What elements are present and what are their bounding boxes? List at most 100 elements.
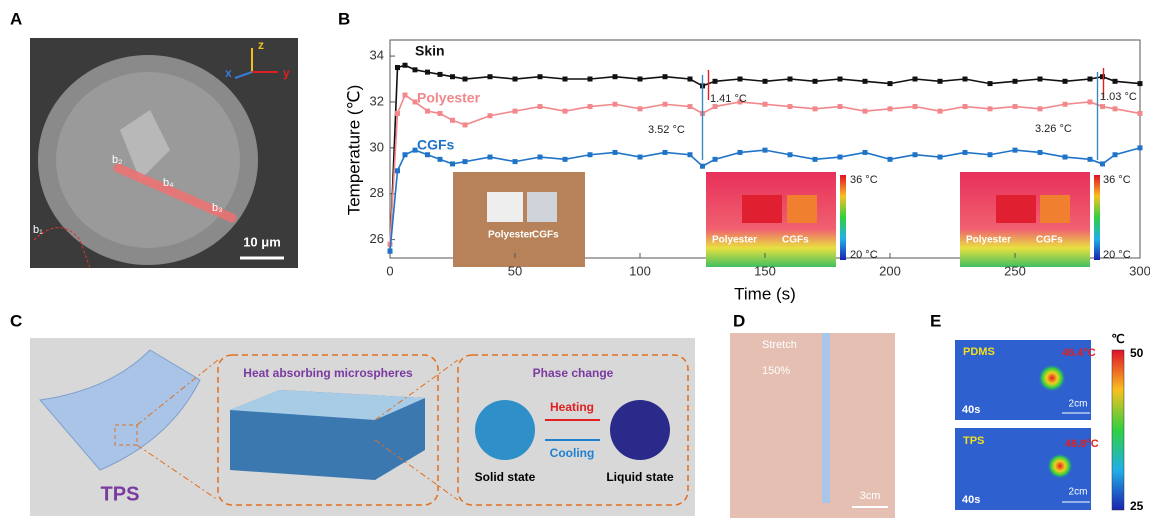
data-point <box>563 109 568 114</box>
data-point <box>513 109 518 114</box>
data-point <box>838 77 843 82</box>
point-label: b₂ <box>112 154 122 166</box>
data-point <box>1138 145 1143 150</box>
data-point <box>1063 102 1068 107</box>
temp-label: 46.4°C <box>1062 347 1096 359</box>
panel-label: C <box>10 311 22 330</box>
data-point <box>1038 106 1043 111</box>
data-point <box>738 150 743 155</box>
data-point <box>1038 77 1043 82</box>
colorbar-max: 50 <box>1130 346 1144 360</box>
panel-label: D <box>733 311 745 330</box>
axis-x: x <box>225 66 232 80</box>
data-point <box>450 74 455 79</box>
x-tick-label: 0 <box>386 263 393 278</box>
data-point <box>638 106 643 111</box>
point-label: b₃ <box>212 202 223 214</box>
data-point <box>1113 152 1118 157</box>
sphere-solid <box>475 400 535 460</box>
data-point <box>488 113 493 118</box>
data-point <box>613 74 618 79</box>
chart: Polyester CGFs Polyester CGFs Polyester … <box>344 40 1150 303</box>
inset-label: CGFs <box>782 235 809 246</box>
data-point <box>438 72 443 77</box>
data-point <box>638 77 643 82</box>
y-tick-label: 32 <box>370 93 384 108</box>
series-label: Skin <box>415 43 445 59</box>
data-point <box>463 122 468 127</box>
data-point <box>938 79 943 84</box>
y-tick-label: 26 <box>370 231 384 246</box>
fabric-polyester <box>487 192 523 222</box>
series-label: Polyester <box>417 90 481 106</box>
data-point <box>913 152 918 157</box>
data-point <box>613 102 618 107</box>
hot-spot <box>1038 364 1066 392</box>
data-point <box>838 155 843 160</box>
x-tick-label: 50 <box>508 263 522 278</box>
page: {"panel_labels": ["A", "B", "C", "D", "E… <box>0 0 1150 518</box>
colorbar <box>1112 350 1124 510</box>
inset-colorbar <box>840 175 846 260</box>
data-point <box>1088 77 1093 82</box>
data-point <box>663 150 668 155</box>
data-point <box>450 118 455 123</box>
cooling-label: Cooling <box>550 446 595 460</box>
panel-label: A <box>10 9 22 28</box>
data-point <box>788 77 793 82</box>
annotation: 3.52 °C <box>648 124 685 136</box>
data-point <box>963 77 968 82</box>
data-point <box>1013 148 1018 153</box>
x-tick-label: 250 <box>1004 263 1026 278</box>
sample-label: PDMS <box>963 346 995 358</box>
data-point <box>863 150 868 155</box>
data-point <box>700 164 705 169</box>
sphere-liquid <box>610 400 670 460</box>
axis-z: z <box>258 38 264 52</box>
data-point <box>488 155 493 160</box>
data-point <box>488 74 493 79</box>
data-point <box>838 104 843 109</box>
data-point <box>688 104 693 109</box>
data-point <box>763 102 768 107</box>
data-point <box>788 152 793 157</box>
data-point <box>763 79 768 84</box>
data-point <box>1138 111 1143 116</box>
data-point <box>588 104 593 109</box>
scale-bar-label: 2cm <box>1069 487 1088 498</box>
y-tick-label: 34 <box>370 48 384 63</box>
data-point <box>450 161 455 166</box>
figure: A B C D E z x y b₂ b₄ b₃ b₁ 10 μm Polyes… <box>0 0 1150 518</box>
data-point <box>888 81 893 86</box>
data-point <box>863 79 868 84</box>
annotation: 1.03 °C <box>1100 91 1137 103</box>
data-point <box>938 109 943 114</box>
data-point <box>913 104 918 109</box>
data-point <box>1063 79 1068 84</box>
data-point <box>1113 106 1118 111</box>
data-point <box>1100 74 1105 79</box>
data-point <box>788 104 793 109</box>
data-point <box>395 65 400 70</box>
inset-scale-label: 20 °C <box>850 249 878 261</box>
data-point <box>1088 157 1093 162</box>
inset-label: Polyester <box>488 230 533 241</box>
data-point <box>813 106 818 111</box>
x-axis-label: Time (s) <box>734 284 796 303</box>
time-label: 40s <box>962 404 980 416</box>
sample-label: TPS <box>963 435 984 447</box>
data-point <box>513 159 518 164</box>
data-point <box>1063 155 1068 160</box>
data-point <box>463 77 468 82</box>
data-point <box>538 74 543 79</box>
thermal-polyester <box>742 195 782 223</box>
box-title: Phase change <box>533 366 614 380</box>
colorbar-min: 25 <box>1130 499 1144 513</box>
data-point <box>588 152 593 157</box>
data-point <box>713 79 718 84</box>
y-tick-label: 28 <box>370 185 384 200</box>
thermal-polyester <box>996 195 1036 223</box>
heating-label: Heating <box>550 400 594 414</box>
data-point <box>663 74 668 79</box>
data-point <box>1138 81 1143 86</box>
